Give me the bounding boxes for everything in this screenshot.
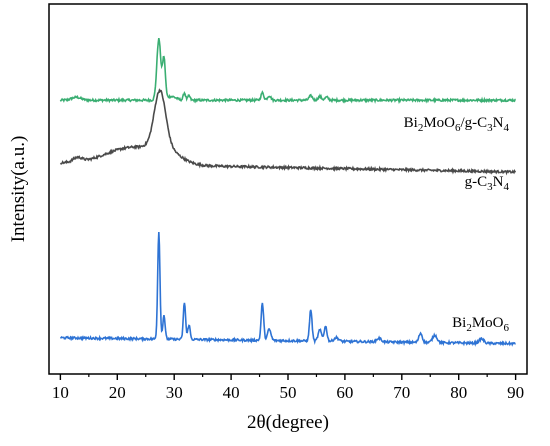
x-tick-label: 30 (166, 383, 183, 402)
series-label-layer: Bi2MoO6/g-C3N4 g-C3N4 Bi2MoO6 (404, 115, 510, 334)
series-label-2: Bi2MoO6 (452, 315, 509, 334)
series-label-0: Bi2MoO6/g-C3N4 (404, 115, 510, 134)
y-axis-label: Intensity(a.u.) (8, 136, 29, 243)
x-tick-label: 80 (450, 383, 467, 402)
x-axis-label: 2θ(degree) (247, 412, 329, 433)
x-tick-label: 10 (52, 383, 69, 402)
series-line-0 (59, 38, 516, 105)
x-tick-layer: 10 20 30 40 50 60 70 80 90 (52, 374, 524, 402)
series-line-2 (59, 232, 516, 347)
series-line-1 (59, 88, 517, 176)
x-tick-label: 50 (280, 383, 297, 402)
x-tick-label: 40 (223, 383, 240, 402)
x-tick-label: 90 (507, 383, 524, 402)
x-tick-label: 70 (393, 383, 410, 402)
x-tick-label: 60 (336, 383, 353, 402)
series-label-1: g-C3N4 (465, 174, 510, 193)
series-layer (59, 38, 517, 347)
x-tick-label: 20 (109, 383, 126, 402)
